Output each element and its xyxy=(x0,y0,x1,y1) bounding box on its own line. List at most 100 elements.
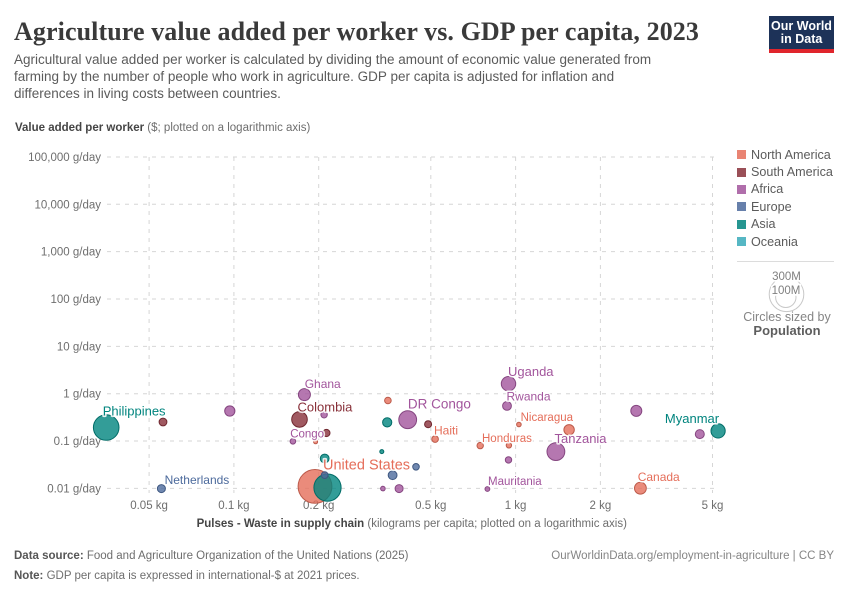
point-label-mauritania[interactable]: Mauritania xyxy=(486,474,543,489)
point[interactable] xyxy=(313,473,342,502)
point[interactable] xyxy=(313,439,319,445)
y-tick-label: 1,000 g/day xyxy=(41,247,101,259)
point-colombia[interactable] xyxy=(291,411,308,428)
point-mauritania[interactable] xyxy=(484,486,491,492)
point-label-philippines[interactable]: Philippines xyxy=(101,402,168,420)
point-label-haiti[interactable]: Haiti xyxy=(432,422,459,439)
point[interactable] xyxy=(379,449,385,455)
x-axis-title: Pulses - Waste in supply chain (kilogram… xyxy=(197,518,628,530)
size-legend-caption-bold: Population xyxy=(753,323,821,338)
legend-label: Africa xyxy=(751,182,784,197)
size-legend-caption-text: Circles sized by xyxy=(743,310,831,324)
owid-logo-line1: Our World xyxy=(771,19,832,33)
y-tick-label: 100,000 g/day xyxy=(28,152,101,164)
point-label-nicaragua[interactable]: Nicaragua xyxy=(519,410,575,425)
owid-logo[interactable]: Our World in Data xyxy=(769,16,834,53)
footer-note-text: GDP per capita is expressed in internati… xyxy=(43,570,360,582)
legend-label: South America xyxy=(751,165,833,180)
point-label-canada[interactable]: Canada xyxy=(636,469,682,486)
size-legend-big-circle xyxy=(768,276,805,313)
point-nicaragua[interactable] xyxy=(516,421,522,428)
y-tick-label: 0.01 g/day xyxy=(47,483,101,495)
point[interactable] xyxy=(382,417,393,428)
point[interactable] xyxy=(505,442,513,449)
point[interactable] xyxy=(504,456,513,464)
point-label-netherlands[interactable]: Netherlands xyxy=(163,472,231,489)
point[interactable] xyxy=(387,470,398,481)
legend-item-asia[interactable]: Asia xyxy=(737,216,833,233)
x-tick-label: 0.05 kg xyxy=(130,500,168,512)
point-netherlands[interactable] xyxy=(156,484,166,494)
x-tick-label: 5 kg xyxy=(702,500,724,512)
point[interactable] xyxy=(630,404,643,417)
legend-swatch xyxy=(737,202,746,212)
size-legend: 300M 100M xyxy=(768,269,805,313)
point[interactable] xyxy=(319,453,330,464)
point[interactable] xyxy=(320,411,328,419)
legend-swatch xyxy=(737,184,746,194)
point[interactable] xyxy=(412,463,420,471)
legend-swatch xyxy=(737,150,746,160)
point[interactable] xyxy=(322,428,331,438)
legend-item-south-america[interactable]: South America xyxy=(737,163,833,180)
point[interactable] xyxy=(158,417,168,427)
point[interactable] xyxy=(424,420,433,429)
point-congo[interactable] xyxy=(289,438,297,445)
legend-swatch xyxy=(737,237,746,247)
chart-title: Agriculture value added per worker vs. G… xyxy=(14,17,700,46)
size-legend-small-label: 100M xyxy=(772,285,801,297)
legend-label: Europe xyxy=(751,199,792,214)
point-label-ghana[interactable]: Ghana xyxy=(303,376,343,393)
point[interactable] xyxy=(380,485,386,492)
footer-url[interactable]: OurWorldinData.org/employment-in-agricul… xyxy=(551,550,834,562)
legend-item-north-america[interactable]: North America xyxy=(737,146,833,163)
point-philippines[interactable] xyxy=(92,414,120,441)
legend-label: Oceania xyxy=(751,234,798,249)
size-legend-big-label: 300M xyxy=(772,271,801,283)
size-legend-small-circle xyxy=(775,286,797,308)
point-labels: Philippines Netherlands Ghana Colombia Congo… xyxy=(101,363,721,490)
point-label-congo[interactable]: Congo xyxy=(289,427,326,442)
footer-data-source-label: Data source: xyxy=(14,550,84,562)
point-label-united-states[interactable]: United States xyxy=(321,456,411,475)
legend-swatch xyxy=(737,167,746,177)
point[interactable] xyxy=(394,484,404,494)
point-label-dr-congo[interactable]: DR Congo xyxy=(406,395,472,413)
point[interactable] xyxy=(224,405,236,417)
point-myanmar[interactable] xyxy=(710,423,726,439)
owid-logo-line2: in Data xyxy=(780,32,823,46)
footer-data-source: Data source: Food and Agriculture Organi… xyxy=(14,550,408,562)
point-canada[interactable] xyxy=(634,481,647,495)
point-label-tanzania[interactable]: Tanzania xyxy=(553,429,609,447)
y-axis-title-bold: Value added per worker xyxy=(15,122,145,134)
legend-item-africa[interactable]: Africa xyxy=(737,181,833,198)
point-dr-congo[interactable] xyxy=(398,410,418,430)
footer-note: Note: GDP per capita is expressed in int… xyxy=(14,570,360,582)
y-tick-label: 100 g/day xyxy=(50,294,101,306)
point-haiti[interactable] xyxy=(431,435,439,443)
point[interactable] xyxy=(384,396,392,405)
point-honduras[interactable] xyxy=(476,441,484,450)
point[interactable] xyxy=(694,429,705,440)
point-label-honduras[interactable]: Honduras xyxy=(480,431,533,446)
legend-swatch xyxy=(737,219,746,229)
point-label-myanmar[interactable]: Myanmar xyxy=(663,409,721,427)
scatter-points xyxy=(92,376,726,504)
axis-tick-labels: 0.01 g/day 0.1 g/day 1 g/day 10 g/day 100 g/… xyxy=(28,152,723,530)
point-label-colombia[interactable]: Colombia xyxy=(296,398,355,416)
point[interactable] xyxy=(320,471,329,480)
point-label-uganda[interactable]: Uganda xyxy=(506,363,556,381)
point-tanzania[interactable] xyxy=(546,442,566,462)
point[interactable] xyxy=(563,424,575,436)
legend-item-europe[interactable]: Europe xyxy=(737,198,833,215)
point-rwanda[interactable] xyxy=(502,401,512,411)
point-ghana[interactable] xyxy=(297,388,311,402)
footer-note-label: Note: xyxy=(14,570,44,582)
legend-divider xyxy=(737,261,834,262)
legend-item-oceania[interactable]: Oceania xyxy=(737,233,833,250)
point-uganda[interactable] xyxy=(500,376,517,392)
y-tick-label: 10,000 g/day xyxy=(34,199,101,211)
point-label-rwanda[interactable]: Rwanda xyxy=(505,388,553,405)
continent-legend: North America South America Africa Europe As… xyxy=(737,146,833,250)
